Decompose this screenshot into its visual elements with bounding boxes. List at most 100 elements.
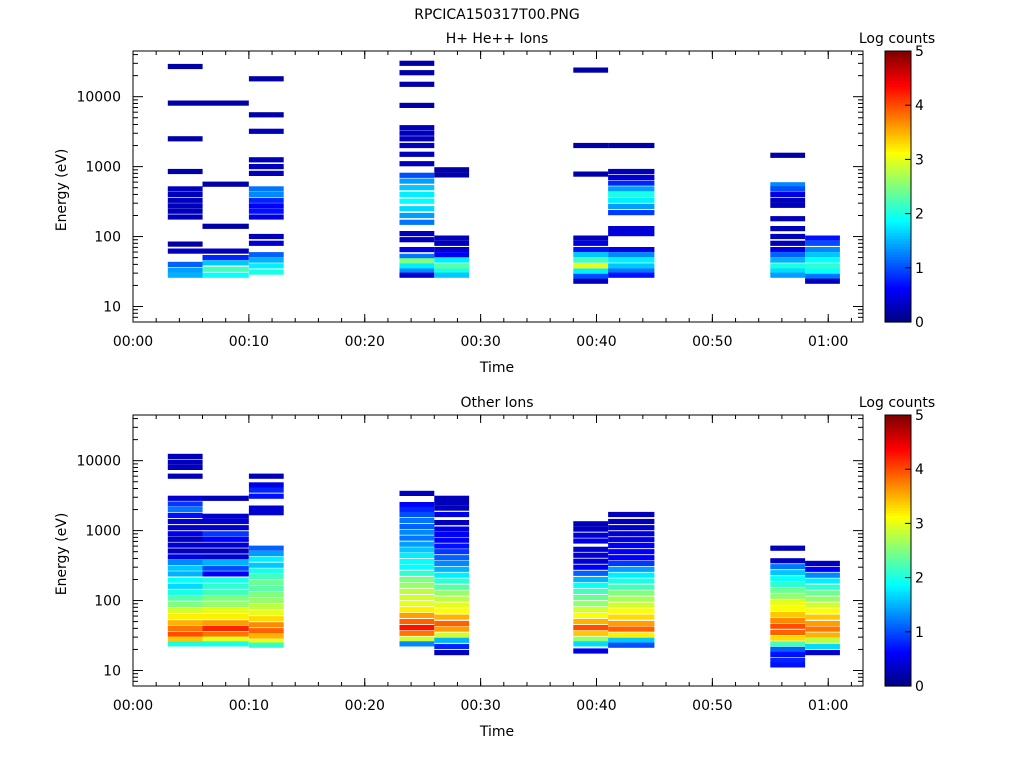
colorbar-segment: [885, 677, 911, 682]
panel-h-he-ions: H+ He++ Ions Log counts Energy (eV) Time…: [54, 31, 935, 376]
heatmap-cell: [573, 612, 609, 619]
heatmap-cells: [167, 60, 840, 284]
colorbar-tick-label: 1: [915, 625, 924, 641]
colorbar-segment: [885, 471, 911, 476]
colorbar-segment: [885, 162, 911, 166]
colorbar-segment: [885, 191, 911, 196]
colorbar-segment: [885, 482, 911, 487]
heatmap-cell: [202, 223, 249, 229]
heatmap-cell: [770, 564, 806, 570]
heatmap-cell: [167, 641, 203, 647]
heatmap-cell: [434, 560, 470, 566]
heatmap-cell: [202, 614, 249, 620]
colorbar-segment: [885, 650, 911, 655]
heatmap-cell: [608, 537, 655, 543]
heatmap-cell: [573, 601, 609, 607]
colorbar-segment: [885, 680, 911, 684]
colorbar: 0 1 2 3 4 5: [884, 44, 924, 331]
heatmap-cell: [202, 641, 249, 647]
colorbar-segment: [885, 227, 911, 231]
heatmap-cell: [608, 590, 655, 596]
heatmap-cell: [167, 241, 203, 247]
heatmap-cell: [573, 171, 609, 177]
x-tick-label: 00:00: [113, 334, 153, 350]
heatmap-cell: [434, 500, 470, 506]
heatmap-cell: [434, 650, 470, 656]
heatmap-cell: [399, 185, 435, 191]
colorbar-segment: [885, 270, 911, 274]
colorbar-segment: [885, 256, 911, 261]
heatmap-cell: [805, 650, 840, 656]
colorbar-tick-label: 0: [915, 679, 924, 695]
colorbar-segment: [885, 262, 911, 266]
colorbar-segment: [885, 99, 911, 104]
heatmap-cell: [167, 559, 203, 566]
heatmap-cell: [434, 272, 470, 278]
heatmap-cell: [202, 548, 249, 554]
heatmap-cell: [202, 590, 249, 596]
heatmap-cell: [248, 157, 284, 163]
x-tick-label: 01:00: [808, 698, 848, 714]
colorbar-label: Log counts: [859, 31, 935, 47]
heatmap-cell: [167, 631, 203, 637]
heatmap-cell: [573, 67, 609, 73]
colorbar-segment: [885, 504, 911, 508]
heatmap-cell: [399, 576, 435, 583]
heatmap-cell: [167, 100, 203, 106]
heatmap-cell: [399, 630, 435, 636]
heatmap-cell: [399, 547, 435, 553]
heatmap-cell: [399, 619, 435, 625]
colorbar-segment: [885, 531, 911, 535]
heatmap-cell: [167, 214, 203, 220]
colorbar-segment: [885, 172, 911, 177]
heatmap-cell: [167, 518, 203, 525]
heatmap-cell: [248, 493, 284, 499]
colorbar-segment: [885, 645, 911, 649]
colorbar-segment: [885, 637, 911, 641]
colorbar-segment: [885, 477, 911, 481]
colorbar-segment: [885, 631, 911, 636]
heatmap-cell: [573, 576, 609, 583]
heatmap-cell: [770, 252, 806, 258]
colorbar-segment: [885, 539, 911, 543]
colorbar-segment: [885, 113, 911, 117]
heatmap-cell: [167, 203, 203, 209]
colorbar-segment: [885, 639, 911, 644]
heatmap-cell: [248, 186, 284, 192]
heatmap-cell: [434, 235, 470, 241]
heatmap-cell: [399, 535, 435, 541]
colorbar-segment: [885, 300, 911, 304]
colorbar-segment: [885, 97, 911, 101]
heatmap-cell: [248, 252, 284, 258]
colorbar-segment: [885, 618, 911, 622]
colorbar-segment: [885, 265, 911, 269]
colorbar-segment: [885, 273, 911, 277]
heatmap-cell: [770, 623, 806, 629]
heatmap-cell: [770, 641, 806, 647]
heatmap-cell: [399, 582, 435, 588]
colorbar-segment: [885, 558, 911, 562]
heatmap-cell: [399, 231, 435, 237]
heatmap-cell: [399, 212, 435, 219]
heatmap-cell: [608, 226, 655, 232]
colorbar-segment: [885, 577, 911, 581]
heatmap-cell: [399, 636, 435, 642]
x-tick-label: 00:50: [692, 698, 732, 714]
heatmap-cell: [434, 590, 470, 596]
heatmap-cell: [248, 505, 284, 511]
colorbar-segment: [885, 105, 911, 109]
heatmap-cell: [202, 255, 249, 261]
heatmap-cell: [434, 495, 470, 501]
heatmap-cell: [399, 70, 435, 76]
heatmap-cell: [167, 272, 203, 278]
heatmap-cell: [399, 529, 435, 535]
heatmap-cell: [434, 263, 470, 269]
heatmap-cell: [805, 268, 840, 274]
colorbar-segment: [885, 197, 911, 201]
y-tick-label: 100: [94, 594, 121, 610]
heatmap-cell: [573, 625, 609, 631]
heatmap-cell: [202, 536, 249, 542]
heatmap-cell: [399, 258, 435, 264]
heatmap-cell: [248, 197, 284, 203]
heatmap-cell: [399, 588, 435, 594]
